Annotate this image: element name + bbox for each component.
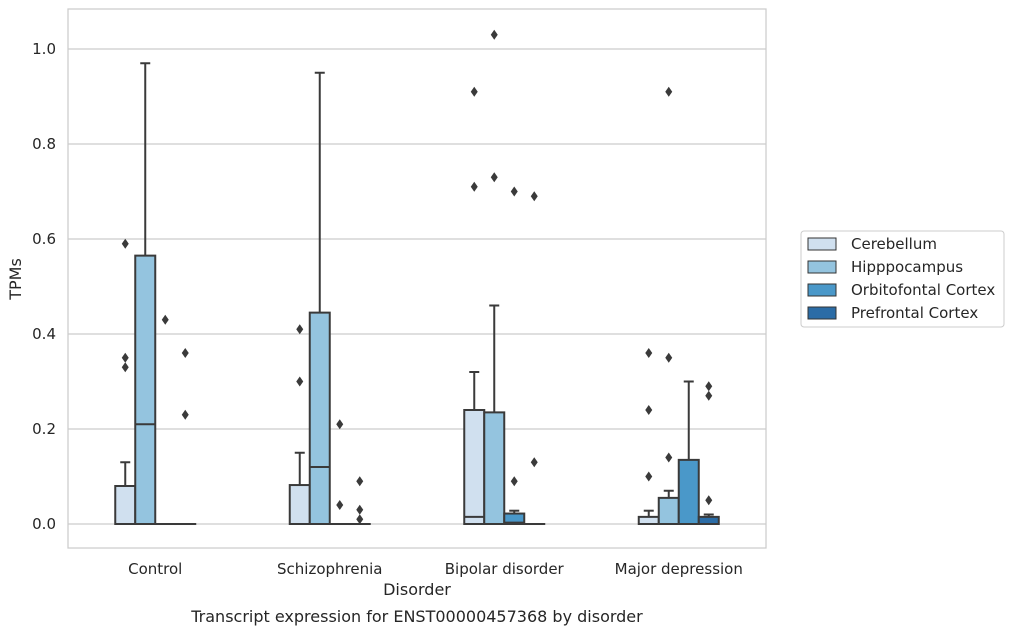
y-tick-label: 1.0 bbox=[32, 40, 56, 58]
x-tick-label: Control bbox=[128, 560, 182, 578]
box-group bbox=[503, 186, 526, 525]
outlier-marker bbox=[490, 29, 498, 40]
legend: Cerebellum Hipppocampus Orbitofontal Corte… bbox=[800, 230, 1005, 328]
outlier-marker bbox=[161, 314, 169, 325]
box-group bbox=[348, 476, 371, 526]
outlier-marker bbox=[705, 381, 713, 392]
box bbox=[483, 411, 506, 525]
legend-frame bbox=[800, 230, 1005, 328]
box-group bbox=[134, 62, 157, 525]
outlier-marker bbox=[336, 419, 344, 430]
box-group bbox=[288, 324, 311, 525]
outlier-marker bbox=[510, 186, 518, 197]
legend-label: Orbitofontal Cortex bbox=[851, 281, 995, 299]
legend-label: Prefrontal Cortex bbox=[851, 304, 978, 322]
box bbox=[463, 409, 486, 525]
box-group bbox=[154, 314, 177, 526]
box-group bbox=[308, 71, 331, 525]
box bbox=[657, 496, 680, 525]
outlier-marker bbox=[665, 352, 673, 363]
outlier-marker bbox=[645, 405, 653, 415]
outlier-marker bbox=[356, 514, 364, 525]
outlier-marker bbox=[470, 181, 478, 192]
box bbox=[134, 254, 157, 525]
outlier-marker bbox=[665, 452, 673, 463]
y-tick-label: 0.6 bbox=[32, 230, 56, 248]
x-axis-label: Disorder bbox=[383, 580, 451, 599]
legend-swatch bbox=[807, 306, 837, 320]
outlier-marker bbox=[121, 238, 129, 249]
outlier-marker bbox=[336, 500, 344, 510]
box bbox=[677, 458, 700, 525]
boxes bbox=[114, 29, 720, 526]
outlier-marker bbox=[296, 376, 304, 387]
box-group bbox=[483, 29, 506, 525]
outlier-marker bbox=[181, 348, 189, 358]
y-tick-label: 0.2 bbox=[32, 420, 56, 438]
outlier-marker bbox=[296, 324, 304, 335]
box bbox=[697, 515, 720, 525]
y-tick-label: 0.0 bbox=[32, 515, 56, 533]
box-group bbox=[677, 380, 700, 525]
plot-area bbox=[67, 8, 767, 549]
x-tick-label: Major depression bbox=[615, 560, 743, 578]
box-group bbox=[463, 86, 486, 525]
outlier-marker bbox=[356, 476, 364, 487]
legend-label: Hipppocampus bbox=[851, 258, 963, 276]
outlier-marker bbox=[490, 172, 498, 183]
x-tick-label: Schizophrenia bbox=[277, 560, 382, 578]
chart-caption: Transcript expression for ENST0000045736… bbox=[190, 607, 643, 626]
outlier-marker bbox=[470, 86, 478, 97]
box-group bbox=[174, 348, 197, 526]
x-tick-labels: Control Schizophrenia Bipolar disorder Majo… bbox=[128, 560, 743, 578]
box bbox=[114, 485, 137, 525]
outlier-marker bbox=[645, 471, 653, 482]
box bbox=[288, 484, 311, 525]
x-tick-label: Bipolar disorder bbox=[445, 560, 565, 578]
outlier-marker bbox=[705, 495, 713, 506]
legend-label: Cerebellum bbox=[851, 235, 937, 253]
outlier-marker bbox=[665, 86, 673, 97]
outlier-marker bbox=[121, 352, 129, 363]
box-group bbox=[523, 191, 546, 526]
outlier-marker bbox=[356, 504, 364, 515]
legend-swatch bbox=[807, 260, 837, 274]
outlier-marker bbox=[645, 348, 653, 358]
outlier-marker bbox=[705, 390, 713, 401]
legend-swatch bbox=[807, 237, 837, 251]
outlier-marker bbox=[530, 457, 538, 468]
outlier-marker bbox=[181, 409, 189, 420]
outlier-marker bbox=[121, 362, 129, 373]
legend-swatch bbox=[807, 283, 837, 297]
outlier-marker bbox=[510, 476, 518, 487]
y-axis-label: TPMs bbox=[6, 258, 25, 301]
box-group bbox=[697, 381, 720, 525]
box bbox=[637, 515, 660, 525]
y-tick-labels: 0.0 0.2 0.4 0.6 0.8 1.0 bbox=[32, 40, 56, 533]
outlier-marker bbox=[530, 191, 538, 202]
box bbox=[503, 512, 526, 525]
box bbox=[308, 311, 331, 525]
y-tick-label: 0.4 bbox=[32, 325, 56, 343]
y-tick-label: 0.8 bbox=[32, 135, 56, 153]
